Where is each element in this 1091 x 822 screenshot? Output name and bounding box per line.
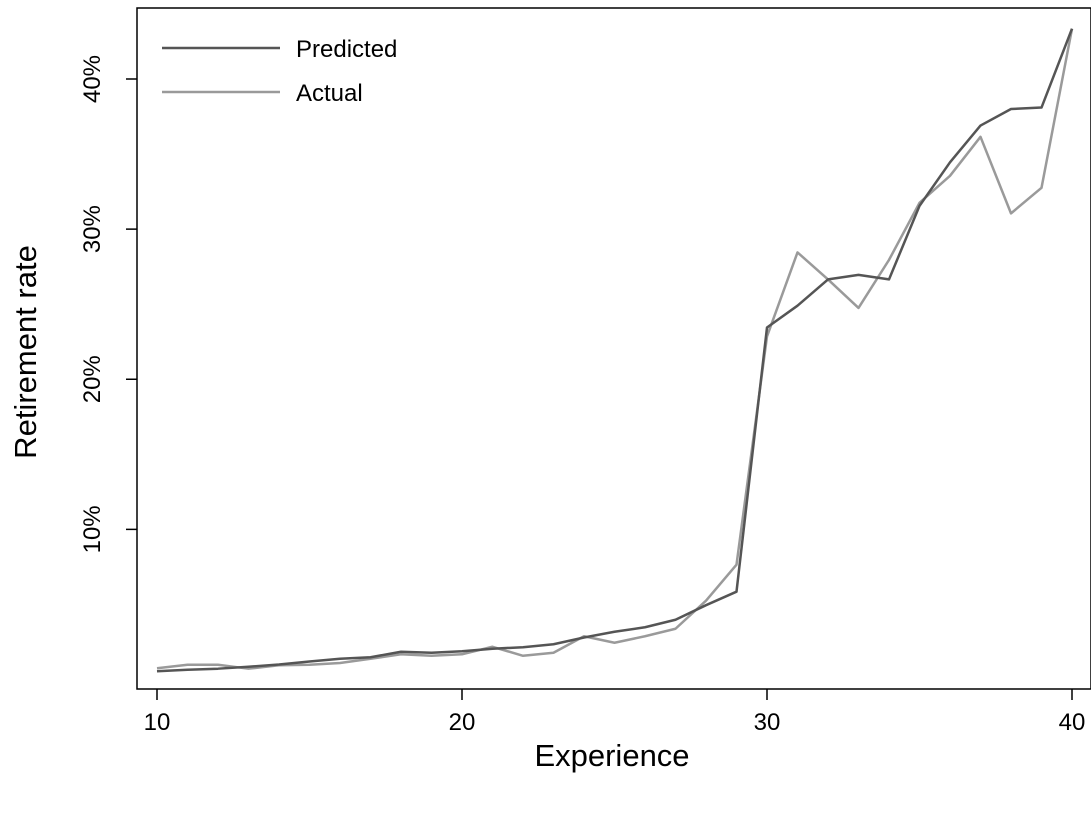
y-tick-label: 40%	[79, 55, 106, 103]
y-tick-label: 20%	[79, 355, 106, 403]
legend-label-predicted: Predicted	[296, 36, 397, 63]
y-tick-label: 30%	[79, 205, 106, 253]
x-tick-label: 10	[144, 709, 171, 736]
x-tick-label: 40	[1059, 709, 1086, 736]
x-tick-label: 20	[449, 709, 476, 736]
x-tick-label: 30	[754, 709, 781, 736]
series-layer	[156, 28, 1074, 673]
y-axis-label: Retirement rate	[8, 245, 43, 459]
y-axis: 10% 20% 30% 40%	[79, 55, 137, 553]
legend-label-actual: Actual	[296, 80, 363, 107]
y-tick-label: 10%	[79, 505, 106, 553]
x-axis-label: Experience	[534, 738, 689, 773]
x-axis: 10 20 30 40	[144, 689, 1086, 736]
series-line-actual	[156, 28, 1074, 670]
series-line-predicted	[156, 28, 1074, 673]
plot-frame	[136, 7, 1091, 690]
legend: Predicted Actual	[162, 36, 397, 107]
